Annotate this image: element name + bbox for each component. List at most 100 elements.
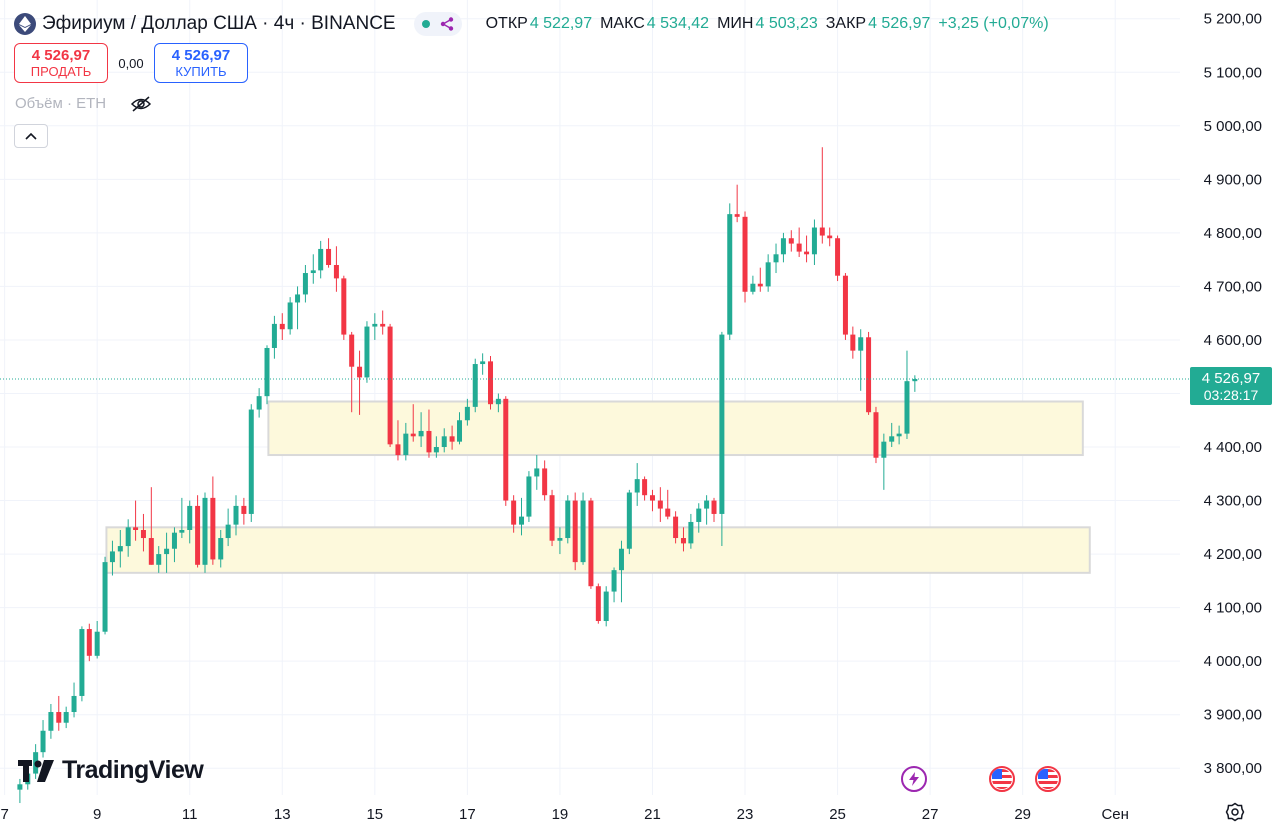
candle-body [495, 398, 501, 405]
chart-header: Эфириум / Доллар США · 4ч · BINANCE ОТКР… [14, 10, 1049, 38]
gear-icon[interactable] [1225, 802, 1245, 822]
us-flag-event-icon[interactable] [988, 766, 1015, 792]
candle-body [449, 436, 455, 442]
candle-body [441, 436, 447, 448]
candle-body [680, 538, 686, 544]
bar-countdown: 03:28:17 [1203, 386, 1259, 403]
eye-off-icon[interactable] [130, 95, 152, 112]
candle-body [125, 527, 131, 547]
x-tick-label: 27 [922, 806, 939, 823]
candle-body [595, 586, 601, 622]
y-tick-label: 4 900,00 [1204, 171, 1262, 188]
candle-body [279, 323, 285, 330]
buy-button[interactable]: 4 526,97 КУПИТЬ [154, 43, 248, 83]
buy-label: КУПИТЬ [175, 64, 227, 79]
candle-body [858, 337, 864, 351]
collapse-legend-button[interactable] [14, 124, 48, 148]
candle-body [17, 784, 23, 790]
candle-body [704, 500, 710, 509]
candle-body [102, 562, 108, 632]
high-label: МАКС [600, 15, 645, 32]
candle-body [572, 500, 578, 563]
status-group[interactable] [413, 12, 462, 36]
candle-body [696, 508, 702, 522]
chevron-up-icon [25, 132, 37, 140]
candle-body [117, 546, 123, 552]
candle-body [796, 243, 802, 252]
x-tick-label: 15 [366, 806, 383, 823]
candle-body [56, 712, 62, 723]
y-tick-label: 4 700,00 [1204, 278, 1262, 295]
candle-body [140, 530, 146, 539]
candle-body [557, 538, 563, 541]
candle-body [86, 629, 92, 656]
change-value: +3,25 (+0,07%) [938, 15, 1049, 32]
lightning-event-icon[interactable] [900, 766, 927, 792]
y-tick-label: 4 300,00 [1204, 493, 1262, 510]
candle-body [511, 500, 517, 525]
y-tick-label: 4 600,00 [1204, 332, 1262, 349]
last-price-badge: 4 526,97 03:28:17 [1190, 367, 1272, 405]
candle-body [827, 235, 833, 239]
sell-price: 4 526,97 [31, 47, 91, 64]
candle-body [457, 420, 463, 442]
x-tick-label: 11 [182, 806, 198, 823]
candle-body [565, 500, 571, 539]
candle-body [433, 447, 439, 453]
time-axis[interactable]: 7 9 11 13 15 17 19 21 23 25 27 29 Сен [0, 806, 1128, 823]
candle-body [94, 631, 100, 656]
candle-body [881, 441, 887, 458]
sell-button[interactable]: 4 526,97 ПРОДАТЬ [14, 43, 108, 83]
x-tick-label: 7 [0, 806, 8, 823]
candle-body [673, 516, 679, 539]
candle-body [287, 302, 293, 330]
candle-body [218, 538, 224, 560]
low-label: МИН [717, 15, 754, 32]
volume-indicator[interactable]: Объём · ETH [15, 95, 152, 112]
y-tick-label: 5 200,00 [1204, 11, 1262, 28]
price-axis[interactable]: 3 800,00 3 900,00 4 000,00 4 100,00 4 200,00… [1204, 11, 1262, 777]
candle-body [256, 396, 262, 410]
candle-body [241, 505, 247, 514]
candle-body [357, 366, 363, 378]
candle-body [765, 262, 771, 287]
candle-body [418, 430, 424, 437]
candle-body [519, 516, 525, 525]
alert-share-icon[interactable] [440, 17, 454, 31]
candle-body [850, 334, 856, 351]
candle-body [156, 554, 162, 565]
candle-body [264, 347, 270, 397]
x-tick-label: 13 [274, 806, 291, 823]
candle-body [904, 381, 910, 434]
y-tick-label: 4 200,00 [1204, 546, 1262, 563]
candle-body [464, 406, 470, 421]
candle-body [611, 570, 617, 592]
x-tick-label: 23 [737, 806, 754, 823]
y-tick-label: 3 800,00 [1204, 760, 1262, 777]
x-tick-label: 9 [93, 806, 101, 823]
candle-body [742, 216, 748, 292]
volume-label: Объём · ETH [15, 95, 107, 112]
candle-body [626, 492, 632, 549]
candle-body [372, 323, 378, 327]
candle-body [210, 497, 216, 560]
candle-body [503, 398, 509, 501]
candle-body [588, 500, 594, 587]
candle-body [549, 495, 555, 541]
candle-body [657, 500, 663, 509]
candle-body [202, 497, 208, 565]
candle-body [773, 254, 779, 263]
y-tick-label: 4 100,00 [1204, 600, 1262, 617]
tradingview-logo[interactable]: TradingView [18, 756, 204, 785]
ohlc-values: ОТКР 4 522,97 МАКС 4 534,42 МИН 4 503,23… [486, 15, 1049, 33]
candle-body [472, 364, 478, 407]
candle-body [349, 334, 355, 367]
candle-body [727, 214, 733, 335]
market-open-dot-icon [421, 20, 430, 28]
y-tick-label: 4 400,00 [1204, 439, 1262, 456]
y-tick-label: 4 800,00 [1204, 225, 1262, 242]
ethereum-icon[interactable] [14, 13, 36, 35]
us-flag-event-icon[interactable] [1035, 766, 1062, 792]
symbol-title[interactable]: Эфириум / Доллар США · 4ч · BINANCE [42, 13, 396, 34]
